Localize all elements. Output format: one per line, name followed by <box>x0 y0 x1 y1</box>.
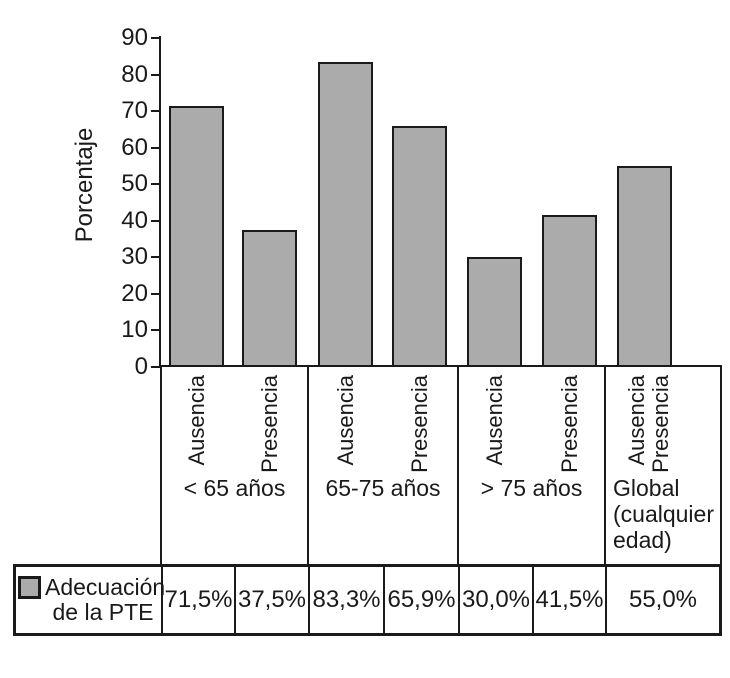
group-label: Global (cualquier edad) <box>613 475 714 553</box>
y-axis-tick-label: 80 <box>121 60 148 88</box>
y-axis-tick-label: 10 <box>121 316 148 344</box>
bar-category-label: Presencia <box>556 375 582 473</box>
y-axis-tick-label: 30 <box>121 243 148 271</box>
y-axis-tick <box>151 329 161 332</box>
y-axis-tick <box>151 110 161 113</box>
bar-category-label: Presencia <box>406 375 432 473</box>
y-axis-tick-label: 70 <box>121 97 148 125</box>
bar <box>242 229 297 367</box>
legend-label: Adecuación de la PTE <box>45 574 166 625</box>
bar <box>617 165 672 367</box>
table-value-cell: 55,0% <box>605 567 719 633</box>
table-value-cell: 71,5% <box>161 567 234 633</box>
table-value-cell: 37,5% <box>234 567 308 633</box>
y-axis-tick-label: 50 <box>121 170 148 198</box>
table-value-cell: 83,3% <box>308 567 383 633</box>
y-axis-tick <box>151 73 161 76</box>
y-axis-tick <box>151 37 161 39</box>
bar-category-label: Ausencia <box>624 375 649 466</box>
y-axis-tick <box>151 256 161 259</box>
data-table: Adecuación de la PTE 71,5% 37,5% 83,3% 6… <box>13 564 722 636</box>
y-axis-tick-label: 0 <box>134 353 148 380</box>
group-label: < 65 años <box>183 475 286 501</box>
group-divider-line <box>160 367 162 565</box>
y-axis-tick-label: 90 <box>121 24 148 51</box>
bar <box>392 126 447 367</box>
bar-category-label: Ausencia <box>332 375 358 466</box>
table-value-cell: 30,0% <box>458 567 532 633</box>
bar <box>542 215 597 367</box>
group-label: 65-75 años <box>325 475 441 501</box>
group-divider-line <box>604 367 606 565</box>
y-axis-tick <box>151 219 161 222</box>
y-axis-tick <box>151 292 161 295</box>
group-divider-line <box>720 367 722 565</box>
group-divider-line <box>457 367 459 565</box>
group-label: > 75 años <box>480 475 583 501</box>
bar <box>318 62 373 367</box>
y-axis-tick-label: 40 <box>121 206 148 234</box>
y-axis-line <box>159 36 161 367</box>
y-axis-title: Porcentaje <box>71 127 98 243</box>
y-axis-tick <box>151 183 161 186</box>
legend-cell: Adecuación de la PTE <box>16 567 166 633</box>
bar-category-label: Ausencia <box>481 375 507 466</box>
bar <box>467 257 522 367</box>
y-axis-tick-label: 20 <box>121 279 148 307</box>
table-value-cell: 65,9% <box>383 567 458 633</box>
group-divider-line <box>307 367 309 565</box>
table-value-cell: 41,5% <box>532 567 605 633</box>
bar <box>169 105 224 367</box>
bar-category-label: Presencia <box>256 375 282 473</box>
bar-category-label: Ausencia <box>183 375 209 466</box>
y-axis-tick <box>151 366 161 368</box>
y-axis-tick <box>151 146 161 149</box>
legend-color-swatch <box>18 576 41 599</box>
bar-category-label: Presencia <box>648 375 673 473</box>
y-axis-tick-label: 60 <box>121 133 148 161</box>
